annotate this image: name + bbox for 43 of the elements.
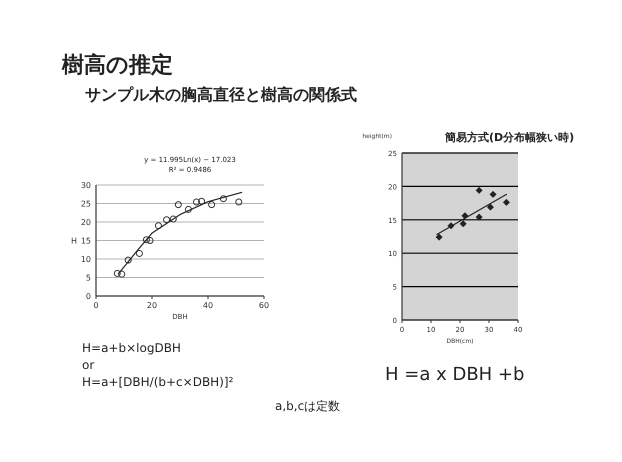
x-tick-label: 40	[202, 301, 214, 310]
point	[136, 250, 143, 257]
chart-title: 樹高の推定	[61, 52, 173, 78]
point	[486, 204, 494, 211]
point	[476, 186, 483, 194]
point	[460, 220, 467, 228]
y-tick-label: 20	[80, 218, 91, 227]
point	[124, 256, 132, 264]
text: a,b,cは定数	[275, 399, 340, 413]
x-tick-label: 60	[258, 301, 270, 310]
point	[220, 195, 227, 202]
point	[114, 270, 121, 277]
point	[154, 222, 162, 230]
point	[436, 234, 443, 241]
point	[163, 216, 170, 224]
point	[476, 214, 483, 221]
y-tick-label: 30	[80, 181, 91, 190]
chart-subtitle: サンプル木の胸高直径と樹高の関係式	[85, 85, 357, 104]
y-tick-label: 5	[86, 274, 91, 282]
point	[184, 206, 192, 213]
text: or	[82, 358, 94, 372]
point	[193, 198, 200, 206]
point	[198, 198, 206, 205]
text: H =a x DBH +b	[385, 364, 524, 385]
point	[170, 216, 177, 223]
text: H=a+b×logDBH	[82, 341, 181, 355]
text: H=a+[DBH/(b+c×DBH)]²	[82, 375, 234, 389]
point	[146, 237, 154, 244]
point	[174, 201, 182, 208]
chart-title: 簡易方式(D分布幅狭い時)	[444, 131, 574, 144]
point	[490, 190, 497, 198]
y-tick-label: 15	[80, 236, 91, 246]
point	[502, 198, 510, 206]
x-tick-label: 20	[146, 301, 158, 310]
point	[208, 201, 216, 208]
y-axis-title: H	[70, 236, 78, 246]
y-tick-label: 0	[86, 292, 91, 301]
x-tick-label: 0	[93, 301, 99, 310]
point	[118, 270, 126, 278]
y-tick-label: 25	[80, 200, 91, 208]
point	[142, 236, 150, 244]
point	[235, 198, 242, 206]
y-tick-label: 10	[80, 255, 91, 264]
